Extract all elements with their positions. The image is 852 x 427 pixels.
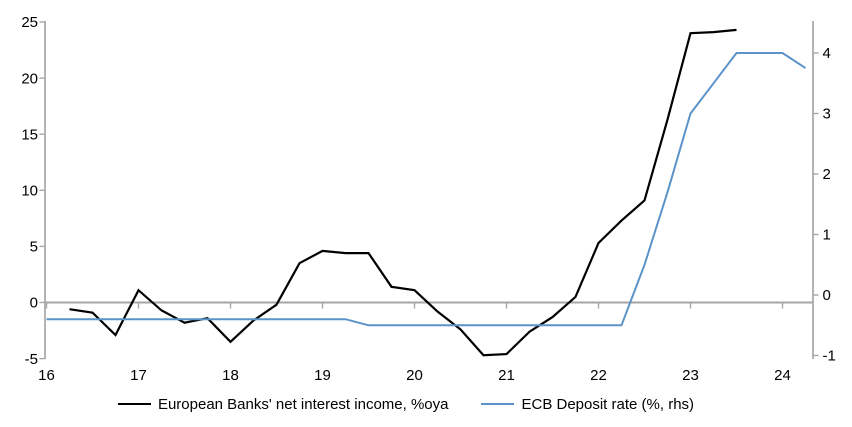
x-axis-tick-label: 16	[38, 367, 55, 384]
right-axis-tick-label: 4	[823, 45, 831, 62]
x-axis-tick-label: 19	[314, 367, 331, 384]
left-axis-tick-label: 25	[21, 14, 38, 31]
legend-item-deposit-rate: ECB Deposit rate (%, rhs)	[481, 396, 694, 413]
left-axis-tick-label: 15	[21, 126, 38, 143]
x-axis-tick-label: 18	[222, 367, 239, 384]
left-axis-tick-label: -5	[25, 351, 38, 368]
net-interest-income-line	[69, 28, 737, 357]
chart-legend: European Banks' net interest income, %oy…	[0, 393, 812, 415]
legend-label-net-interest-income: European Banks' net interest income, %oy…	[157, 395, 449, 413]
x-axis-tick-label: 23	[682, 367, 699, 384]
left-axis-tick-label: 20	[21, 70, 38, 87]
legend-item-net-interest-income: European Banks' net interest income, %oy…	[117, 395, 449, 413]
right-axis-tick-label: 2	[823, 166, 831, 183]
x-axis-tick-label: 17	[130, 367, 147, 384]
x-axis-tick-label: 21	[498, 367, 515, 384]
x-axis-tick-label: 24	[774, 367, 791, 384]
nii-line-swatch	[117, 402, 151, 406]
left-axis-tick-label: 10	[21, 183, 38, 200]
right-axis-tick-label: 3	[823, 106, 831, 123]
x-axis-tick-label: 20	[406, 367, 423, 384]
right-axis-tick-label: -1	[823, 348, 836, 365]
left-axis-tick-label: 5	[30, 239, 38, 256]
left-axis-tick-label: 0	[30, 295, 38, 312]
deposit-rate-line-swatch	[481, 403, 515, 405]
right-axis-tick-label: 0	[823, 287, 831, 304]
legend-label-deposit-rate: ECB Deposit rate (%, rhs)	[521, 395, 695, 413]
right-axis-tick-label: 1	[823, 227, 831, 244]
x-axis-tick-label: 22	[590, 367, 607, 384]
ecb-deposit-rate-line	[46, 52, 807, 327]
